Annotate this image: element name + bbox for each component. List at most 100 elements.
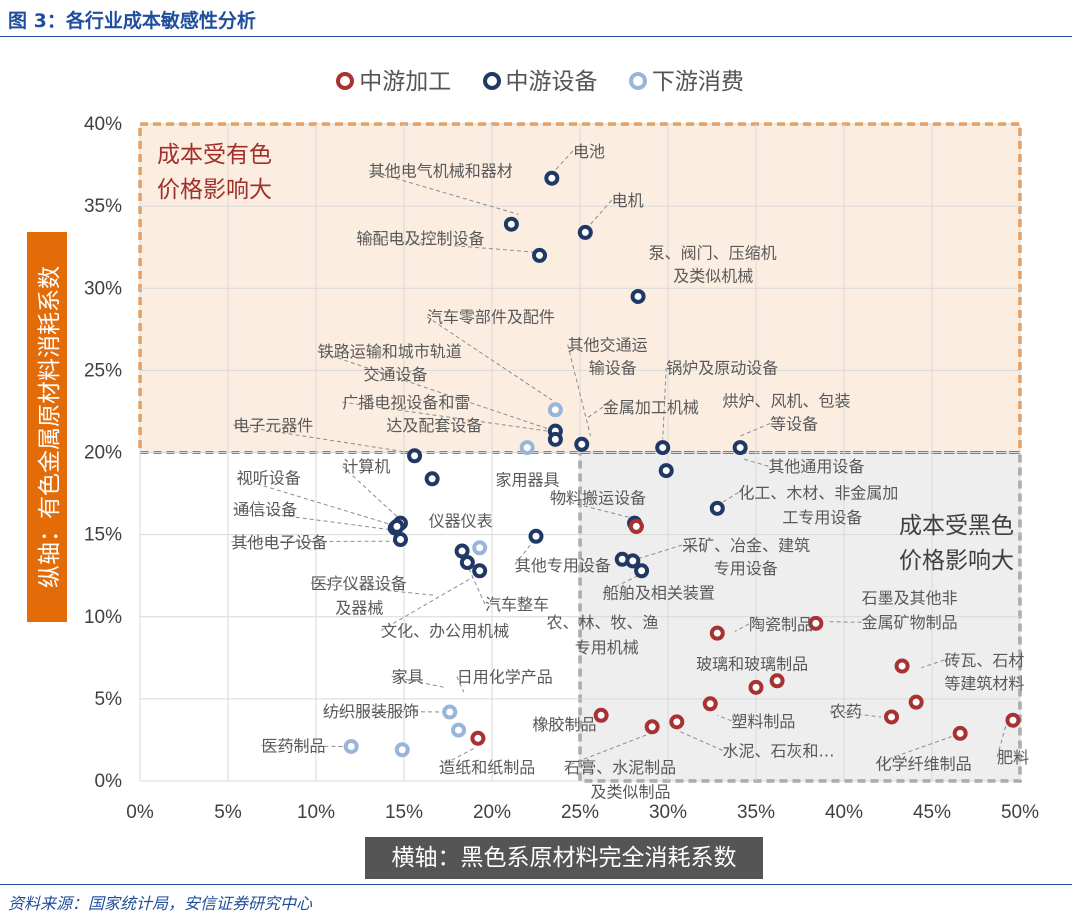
y-tick-label: 5%	[95, 689, 123, 710]
data-point	[532, 247, 548, 263]
data-label: 橡胶制品	[532, 715, 596, 734]
y-tick-label: 0%	[95, 771, 123, 792]
data-point	[625, 553, 641, 569]
y-tick-label: 25%	[84, 360, 122, 381]
label-leader-line	[368, 170, 519, 215]
label-leader-line	[739, 423, 771, 437]
data-label: 玻璃和玻璃制品	[696, 654, 808, 673]
zone-title-ferrous: 成本受黑色	[899, 513, 1014, 539]
label-leader-line	[636, 544, 683, 560]
data-label: 陶瓷制品	[749, 615, 813, 634]
data-label: 电机	[612, 191, 644, 210]
data-point	[702, 696, 718, 712]
label-leader-line	[317, 350, 551, 430]
data-point	[769, 673, 785, 689]
data-label: 汽车零部件及配件	[427, 308, 555, 327]
data-label: 其他专用设备	[515, 556, 611, 575]
x-tick-label: 40%	[825, 802, 863, 823]
label-leader-line	[549, 496, 633, 519]
data-label: 石膏、水泥制品	[564, 758, 676, 777]
data-point	[503, 216, 519, 232]
legend-label-equipment: 中游设备	[505, 69, 598, 95]
label-leader-line	[734, 623, 750, 632]
label-leader-line	[586, 406, 604, 419]
legend-item-consumer: 下游消费	[628, 62, 744, 96]
x-tick-label: 5%	[214, 802, 242, 823]
data-point	[389, 518, 405, 534]
source-note: 资料来源：国家统计局，安信证券研究中心	[8, 894, 313, 913]
data-point	[908, 694, 924, 710]
y-axis-title: 纵轴：有色金属原材料消耗系数	[37, 266, 63, 588]
legend-label-processing: 中游加工	[359, 69, 452, 95]
label-leader-line	[236, 477, 392, 526]
data-label: 化学纤维制品	[876, 755, 972, 774]
data-point	[472, 540, 488, 556]
x-tick-label: 0%	[126, 802, 154, 823]
data-label: 船舶及相关装置	[603, 584, 715, 603]
data-point	[547, 402, 563, 418]
label-leader-line	[680, 731, 723, 751]
y-tick-label: 40%	[84, 114, 122, 135]
data-point	[630, 288, 646, 304]
label-leader-line	[233, 424, 410, 453]
data-point	[454, 543, 470, 559]
data-point	[577, 224, 593, 240]
data-point	[394, 742, 410, 758]
data-label: 交通设备	[364, 365, 428, 384]
data-point	[528, 528, 544, 544]
y-axis-title-box: 纵轴：有色金属原材料消耗系数	[27, 232, 67, 622]
label-leader-line	[875, 736, 952, 764]
data-point	[343, 739, 359, 755]
data-label: 农药	[830, 702, 862, 721]
data-label: 汽车整车	[485, 595, 549, 614]
label-leader-line	[717, 714, 732, 722]
data-label: 化工、木材、非金属加	[738, 483, 898, 502]
data-label: 纺织服装服饰	[323, 702, 419, 721]
data-label: 塑料制品	[731, 712, 795, 731]
data-point	[644, 719, 660, 735]
y-tick-label: 30%	[84, 278, 122, 299]
data-point	[658, 463, 674, 479]
data-label: 专用设备	[714, 559, 778, 578]
x-tick-label: 15%	[385, 802, 423, 823]
title-rule	[0, 36, 1072, 37]
data-label: 造纸和纸制品	[439, 758, 535, 777]
x-tick-label: 35%	[737, 802, 775, 823]
data-point	[459, 555, 475, 571]
x-tick-label: 30%	[649, 802, 687, 823]
label-leader-line	[662, 367, 667, 440]
data-label: 其他电气机械和器材	[369, 162, 513, 181]
label-leader-line	[356, 237, 535, 253]
legend-marker-consumer	[628, 71, 647, 90]
data-point	[952, 725, 968, 741]
data-label: 泵、阀门、压缩机	[649, 244, 777, 263]
data-label: 仪器仪表	[429, 511, 493, 530]
label-leader-line	[380, 576, 473, 631]
y-tick-label: 10%	[84, 607, 122, 628]
data-label: 等建筑材料	[944, 674, 1024, 693]
data-label: 视听设备	[237, 469, 301, 488]
data-point	[894, 658, 910, 674]
data-label: 肥料	[997, 748, 1029, 767]
y-tick-label: 20%	[84, 443, 122, 464]
footer-rule	[0, 884, 1072, 885]
data-point	[593, 707, 609, 723]
data-label: 输配电及控制设备	[356, 229, 484, 248]
data-label: 其他交通运	[568, 336, 648, 355]
zone-title-nonferrous: 成本受有色	[157, 142, 272, 168]
data-point	[392, 532, 408, 548]
data-label: 达及配套设备	[386, 416, 482, 435]
data-label: 及类似制品	[591, 782, 671, 801]
data-point	[442, 704, 458, 720]
data-point	[574, 436, 590, 452]
zone-title-nonferrous: 价格影响大	[157, 177, 272, 203]
zone-title-ferrous: 价格影响大	[899, 548, 1014, 574]
data-point	[547, 431, 563, 447]
label-leader-line	[554, 150, 574, 171]
x-tick-label: 50%	[1001, 802, 1039, 823]
data-point	[407, 448, 423, 464]
data-label: 家用器具	[496, 470, 560, 489]
data-label: 水泥、石灰和…	[723, 741, 835, 760]
legend: 中游加工 中游设备 下游消费	[0, 62, 1080, 96]
data-label: 通信设备	[233, 500, 297, 519]
